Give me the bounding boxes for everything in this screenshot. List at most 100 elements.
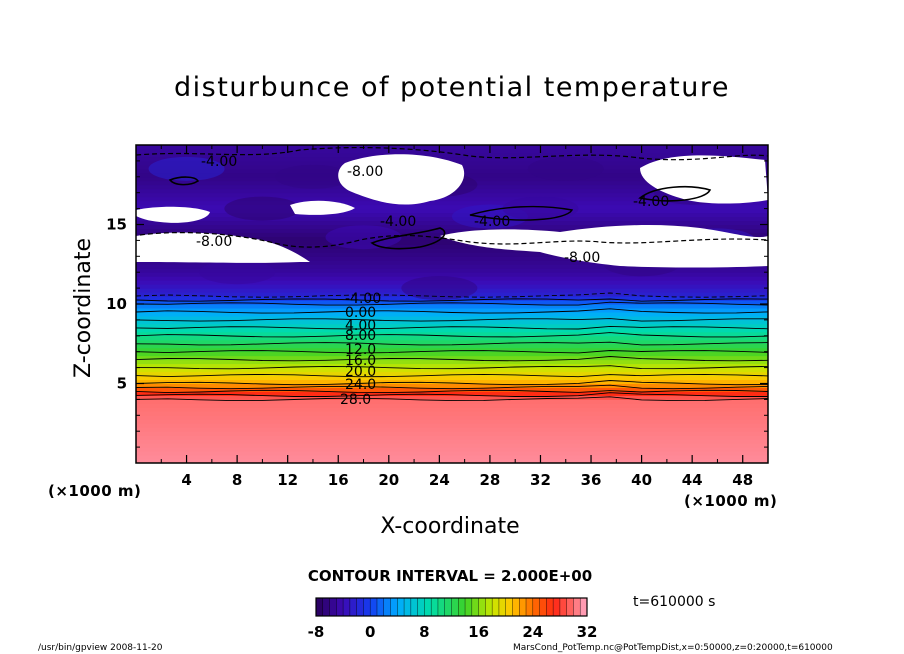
colorbar-segment bbox=[539, 598, 547, 616]
x-tick-label: 40 bbox=[631, 471, 652, 489]
field-band bbox=[136, 355, 768, 361]
field-band bbox=[136, 196, 768, 202]
field-band bbox=[136, 220, 768, 225]
field-band bbox=[136, 375, 768, 381]
field-band bbox=[136, 367, 768, 373]
colorbar-segment bbox=[580, 598, 588, 616]
contour-label: -4.00 bbox=[201, 154, 237, 170]
field-band bbox=[136, 271, 768, 277]
field-blotch bbox=[502, 196, 579, 221]
colorbar-segment bbox=[376, 598, 385, 616]
colorbar-segment bbox=[322, 598, 330, 616]
field-band bbox=[136, 351, 768, 357]
contour-line bbox=[136, 301, 768, 306]
contour-line bbox=[136, 325, 768, 330]
colorbar-segment bbox=[471, 598, 479, 616]
colorbar-tick-label: 24 bbox=[522, 623, 543, 641]
colorbar-segment bbox=[356, 598, 364, 616]
field-band bbox=[136, 426, 768, 432]
field-band bbox=[136, 152, 768, 158]
x-axis-label: X-coordinate bbox=[380, 514, 520, 539]
field-band bbox=[136, 148, 768, 154]
field-band bbox=[136, 251, 768, 257]
contour-lines bbox=[136, 146, 768, 250]
field-band bbox=[136, 243, 768, 249]
contour-line bbox=[136, 146, 768, 161]
field-band bbox=[136, 458, 768, 463]
field-band bbox=[136, 343, 768, 349]
field-band bbox=[136, 315, 768, 321]
field-band bbox=[136, 331, 768, 337]
x-tick-label: 44 bbox=[682, 471, 703, 489]
field-band bbox=[136, 200, 768, 206]
y-axis-unit: (×1000 m) bbox=[48, 482, 142, 500]
field-band bbox=[136, 371, 768, 377]
field-band bbox=[136, 212, 768, 218]
field-band bbox=[136, 303, 768, 309]
field-band bbox=[136, 454, 768, 460]
contour-line bbox=[469, 205, 574, 221]
field-blotch bbox=[148, 156, 225, 181]
field-blotch bbox=[199, 260, 276, 285]
colorbar-segment bbox=[444, 598, 452, 616]
field-band bbox=[136, 227, 768, 233]
contour-line bbox=[136, 292, 768, 298]
white-region bbox=[440, 225, 768, 268]
field-band bbox=[136, 323, 768, 329]
field-band bbox=[136, 422, 768, 428]
x-tick-label: 32 bbox=[530, 471, 551, 489]
x-tick-label: 28 bbox=[479, 471, 500, 489]
field-band bbox=[136, 418, 768, 424]
contour-band-lines bbox=[136, 292, 768, 402]
field-blotch bbox=[274, 164, 351, 189]
colorbar-segment bbox=[559, 598, 567, 616]
x-tick-label: 8 bbox=[232, 471, 242, 489]
colorbar-segment bbox=[390, 598, 398, 616]
colorbar-segment bbox=[397, 598, 405, 616]
colorbar-segment bbox=[437, 598, 446, 616]
field-band bbox=[136, 359, 768, 365]
field-band bbox=[136, 307, 768, 313]
field-band bbox=[136, 363, 768, 369]
white-region bbox=[640, 155, 768, 204]
white-region bbox=[136, 232, 310, 263]
contour-line bbox=[136, 350, 768, 354]
colorbar-frame bbox=[315, 597, 588, 617]
colorbar-tick-label: 16 bbox=[468, 623, 489, 641]
colorbar-segment bbox=[505, 598, 513, 616]
colorbar-segment bbox=[417, 598, 425, 616]
field-band bbox=[136, 156, 768, 162]
field-band bbox=[136, 311, 768, 317]
contour-line bbox=[136, 384, 768, 390]
white-region bbox=[338, 154, 465, 205]
colorbar-segment bbox=[492, 598, 500, 616]
field-band bbox=[136, 390, 768, 396]
colorbar-segment bbox=[553, 598, 561, 616]
colorbar-segment bbox=[343, 598, 351, 616]
contour-interval: CONTOUR INTERVAL = 2.000E+00 bbox=[307, 567, 593, 585]
colorbar-tick-label: 8 bbox=[419, 623, 429, 641]
contour-line bbox=[136, 396, 768, 402]
white-region bbox=[290, 200, 355, 215]
colorbar-segment bbox=[478, 598, 486, 616]
field-band bbox=[136, 430, 768, 436]
colorbar-segment bbox=[519, 598, 527, 616]
field-band bbox=[136, 347, 768, 353]
contour-line bbox=[370, 227, 446, 250]
field-band bbox=[136, 398, 768, 404]
contour-labels: -4.00 -8.00 -8.00 -4.00 -4.00 -8.00 -4.00 -4.00… bbox=[196, 154, 669, 408]
field-band bbox=[136, 247, 768, 253]
field-band bbox=[136, 319, 768, 325]
field-band bbox=[136, 224, 768, 229]
colorbar-segment bbox=[336, 598, 344, 616]
contour-line bbox=[136, 389, 768, 394]
contour-line bbox=[136, 380, 768, 386]
chart-title: disturbunce of potential temperature bbox=[174, 72, 730, 103]
contour-line bbox=[638, 185, 712, 202]
x-tick-label: 4 bbox=[181, 471, 191, 489]
field-band bbox=[136, 450, 768, 456]
contour-label: -4.00 bbox=[474, 214, 510, 230]
x-tick-label: 20 bbox=[378, 471, 399, 489]
field-band bbox=[136, 335, 768, 341]
contour-line bbox=[136, 373, 768, 378]
